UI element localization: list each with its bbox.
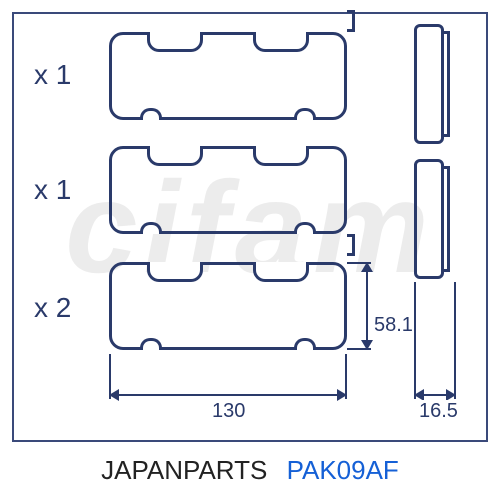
brake-pad-side-2 (414, 159, 444, 279)
dim-ext-line (109, 354, 111, 399)
pad-slot (147, 32, 203, 52)
qty-row1: x 1 (34, 59, 71, 91)
brake-pad-2 (109, 146, 347, 234)
qty-row2: x 1 (34, 174, 71, 206)
pad-notch (140, 338, 162, 350)
pad-notch (294, 108, 316, 120)
pad-clip (347, 234, 355, 256)
dim-height-line (366, 262, 368, 350)
brake-pad-side-1 (414, 24, 444, 144)
pad-slot (253, 146, 309, 166)
pad-notch (140, 222, 162, 234)
pad-slot (253, 32, 309, 52)
diagram-frame: cifam x 1 x 1 x 2 58.1 130 (12, 12, 488, 442)
dim-ext-line (347, 348, 371, 350)
pad-notch (294, 338, 316, 350)
pad-notch (140, 108, 162, 120)
part-number: PAK09AF (287, 455, 399, 485)
pad-backing (444, 31, 450, 137)
dim-width-value: 130 (209, 400, 248, 423)
pad-backing (444, 166, 450, 272)
pad-slot (253, 262, 309, 282)
brake-pad-1 (109, 32, 347, 120)
qty-row3: x 2 (34, 292, 71, 324)
product-caption: JAPANPARTS PAK09AF (0, 455, 500, 486)
pad-clip (347, 10, 355, 32)
dim-height-value: 58.1 (371, 314, 416, 337)
brand-name: JAPANPARTS (101, 455, 267, 485)
pad-slot (147, 146, 203, 166)
brake-pad-3 (109, 262, 347, 350)
pad-slot (147, 262, 203, 282)
dim-ext-line (454, 282, 456, 399)
dim-ext-line (347, 262, 371, 264)
dim-ext-line (414, 282, 416, 399)
dim-ext-line (345, 354, 347, 399)
dim-width-line (109, 394, 347, 396)
pad-notch (294, 222, 316, 234)
dim-thickness-value: 16.5 (416, 400, 461, 423)
